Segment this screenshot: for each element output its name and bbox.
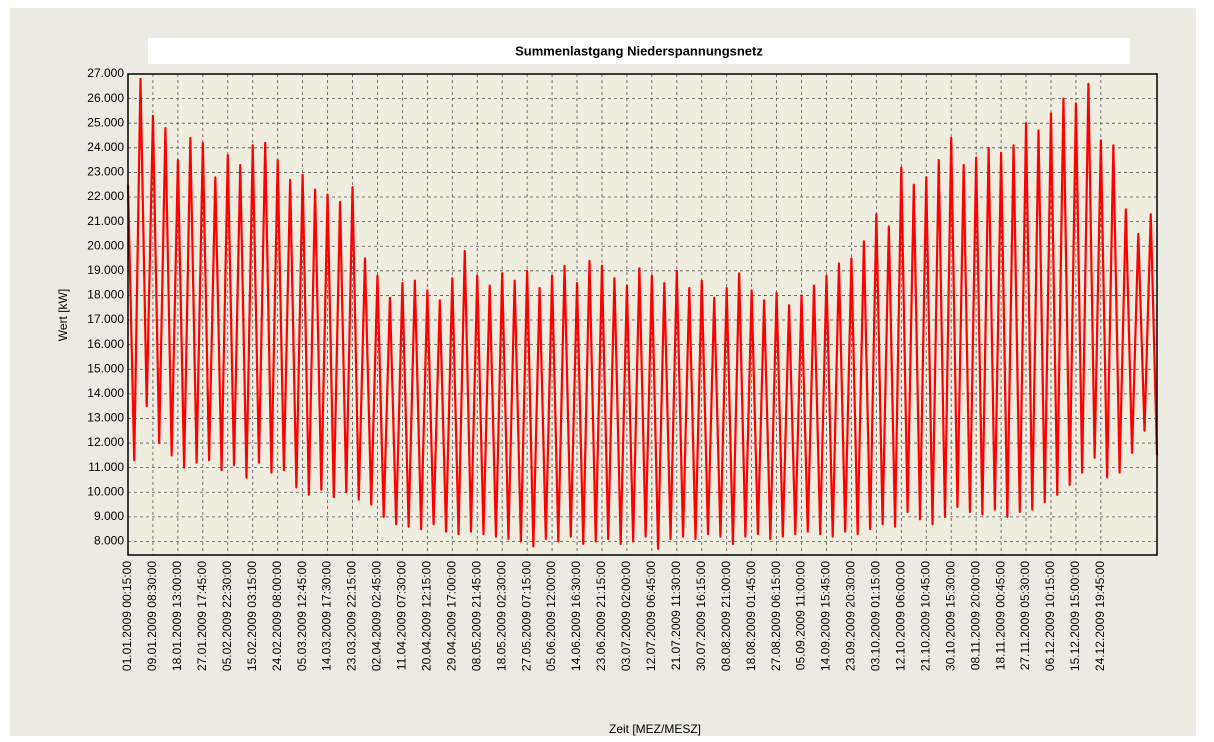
x-tick-label: 15.02.2009 03:15:00 <box>245 561 259 671</box>
x-tick-label: 24.02.2009 08:00:00 <box>270 561 284 671</box>
x-tick-label: 18.05.2009 02:30:00 <box>494 561 508 671</box>
x-tick-label: 14.09.2009 15:45:00 <box>819 561 833 671</box>
x-tick-label: 14.03.2009 17:30:00 <box>320 561 334 671</box>
x-tick-label: 08.11.2009 20:00:00 <box>968 561 982 671</box>
y-axis-label: Wert [kW] <box>56 289 70 341</box>
series-line <box>126 77 1159 550</box>
y-tick-label: 12.000 <box>87 435 124 449</box>
chart-title: Summenlastgang Niederspannungsnetz <box>515 43 763 58</box>
title-box <box>148 38 1130 64</box>
x-tick-label: 14.06.2009 16:30:00 <box>569 561 583 671</box>
x-tick-label: 21.10.2009 10:45:00 <box>918 561 932 671</box>
y-tick-label: 10.000 <box>87 484 124 498</box>
x-tick-label: 27.01.2009 17:45:00 <box>195 561 209 671</box>
x-tick-label: 30.07.2009 16:15:00 <box>694 561 708 671</box>
y-tick-label: 11.000 <box>88 460 124 474</box>
x-tick-label: 18.01.2009 13:00:00 <box>170 561 184 671</box>
x-tick-label: 05.02.2009 22:30:00 <box>220 561 234 671</box>
y-tick-label: 9.000 <box>94 509 124 523</box>
y-tick-label: 8.000 <box>94 534 124 548</box>
y-tick-label: 26.000 <box>87 91 124 105</box>
x-tick-label: 18.08.2009 01:45:00 <box>744 561 758 671</box>
y-tick-label: 13.000 <box>87 411 124 425</box>
x-tick-label: 09.01.2009 08:30:00 <box>145 561 159 671</box>
y-tick-label: 24.000 <box>87 140 124 154</box>
x-tick-label: 27.05.2009 07:15:00 <box>519 561 533 671</box>
x-tick-label: 05.06.2009 12:00:00 <box>544 561 558 671</box>
x-tick-label: 02.04.2009 02:45:00 <box>370 561 384 671</box>
x-tick-label: 06.12.2009 10:15:00 <box>1043 561 1057 671</box>
y-tick-label: 15.000 <box>87 361 124 375</box>
y-tick-label: 21.000 <box>87 214 124 228</box>
x-tick-label: 27.11.2009 05:30:00 <box>1018 561 1032 671</box>
x-tick-label: 08.05.2009 21:45:00 <box>469 561 483 671</box>
x-tick-label: 27.08.2009 06:15:00 <box>769 561 783 671</box>
x-tick-label: 20.04.2009 12:15:00 <box>420 561 434 671</box>
x-tick-label: 08.08.2009 21:00:00 <box>719 561 733 671</box>
y-tick-label: 20.000 <box>87 238 124 252</box>
x-tick-label: 23.03.2009 22:15:00 <box>345 561 359 671</box>
x-axis-label: Zeit [MEZ/MESZ] <box>609 722 701 736</box>
x-tick-label: 24.12.2009 19:45:00 <box>1093 561 1107 671</box>
y-tick-label: 14.000 <box>87 386 124 400</box>
plot-frame <box>127 73 1158 556</box>
x-tick-label: 18.11.2009 00:45:00 <box>993 561 1007 671</box>
x-tick-label: 23.09.2009 20:30:00 <box>844 561 858 671</box>
y-tick-label: 16.000 <box>87 337 124 351</box>
x-tick-label: 12.07.2009 06:45:00 <box>644 561 658 671</box>
x-tick-label: 11.04.2009 07:30:00 <box>395 561 409 671</box>
y-tick-label: 18.000 <box>87 288 124 302</box>
y-tick-label: 22.000 <box>87 189 124 203</box>
x-tick-label: 21.07.2009 11:30:00 <box>669 561 683 671</box>
y-tick-label: 23.000 <box>87 165 124 179</box>
x-tick-label: 03.10.2009 01:15:00 <box>869 561 883 671</box>
x-tick-label: 05.09.2009 11:00:00 <box>794 561 808 671</box>
x-tick-label: 30.10.2009 15:30:00 <box>943 561 957 671</box>
x-tick-label: 12.10.2009 06:00:00 <box>893 561 907 671</box>
x-tick-label: 05.03.2009 12:45:00 <box>295 561 309 671</box>
y-tick-label: 25.000 <box>87 115 124 129</box>
x-tick-label: 23.06.2009 21:15:00 <box>594 561 608 671</box>
y-tick-label: 19.000 <box>87 263 124 277</box>
x-tick-label: 03.07.2009 02:00:00 <box>619 561 633 671</box>
x-tick-label: 01.01.2009 00:15:00 <box>120 561 134 671</box>
x-tick-label: 15.12.2009 15:00:00 <box>1068 561 1082 671</box>
y-tick-label: 17.000 <box>87 312 124 326</box>
y-tick-label: 27.000 <box>87 66 124 80</box>
x-tick-label: 29.04.2009 17:00:00 <box>444 561 458 671</box>
plot-area <box>128 74 1157 555</box>
